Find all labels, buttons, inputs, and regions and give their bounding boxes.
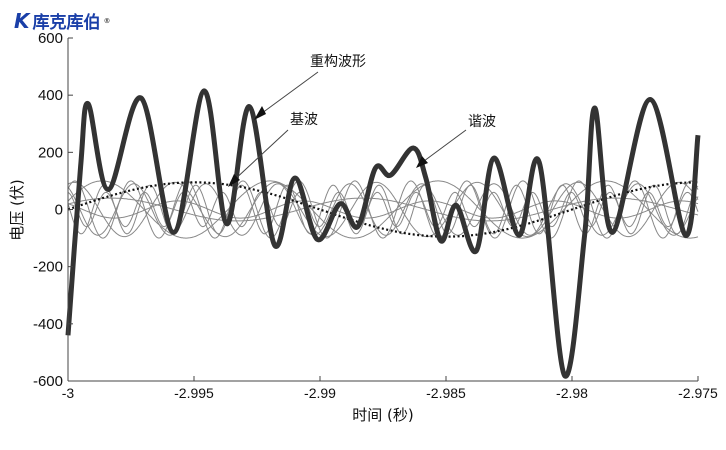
annotation-reconstructed-label: 重构波形: [310, 54, 366, 70]
annotation-harmonics: 谐波: [416, 114, 496, 168]
x-tick-label: -2.98: [556, 385, 588, 401]
logo-mark: K: [14, 8, 30, 33]
y-tick-label: 0: [55, 202, 63, 219]
annotation-reconstructed-arrow: [257, 71, 319, 117]
y-tick-label: 400: [38, 87, 63, 104]
x-tick-label: -3: [62, 385, 75, 401]
y-axis-label: 电压 (伏): [8, 179, 26, 240]
y-tick-label: 200: [38, 144, 63, 161]
annotation-harmonics-label: 谐波: [468, 114, 496, 130]
reconstructed-line: [65, 88, 701, 379]
arrowhead-icon: [228, 174, 240, 187]
harmonic-lines: [67, 180, 699, 239]
y-tick-label: 600: [38, 30, 63, 47]
y-tick-label: -400: [33, 316, 63, 333]
y-tick-label: -200: [33, 259, 63, 276]
x-tick-label: -2.975: [678, 385, 718, 401]
x-tick-label: -2.985: [426, 385, 466, 401]
harmonic-line: [67, 197, 699, 222]
x-tick-label: -2.99: [304, 385, 336, 401]
annotation-fundamental-label: 基波: [290, 111, 318, 128]
fundamental-line: [67, 181, 698, 238]
x-axis-label: 时间 (秒): [352, 406, 413, 424]
registered-mark: ®: [103, 16, 111, 25]
annotation-reconstructed: 重构波形: [254, 54, 366, 120]
x-tick-label: -2.995: [174, 385, 214, 401]
annotation-fundamental: 基波: [228, 111, 318, 187]
harmonic-line: [67, 200, 699, 219]
logo: K 库克库伯 ®: [14, 8, 111, 34]
logo-text: 库克库伯: [32, 13, 101, 33]
arrowhead-icon: [416, 156, 428, 168]
annotation-fundamental-arrow: [231, 129, 289, 183]
annotation-harmonics-arrow: [419, 129, 467, 165]
y-tick-label: -600: [33, 373, 63, 390]
arrowhead-icon: [254, 106, 266, 120]
